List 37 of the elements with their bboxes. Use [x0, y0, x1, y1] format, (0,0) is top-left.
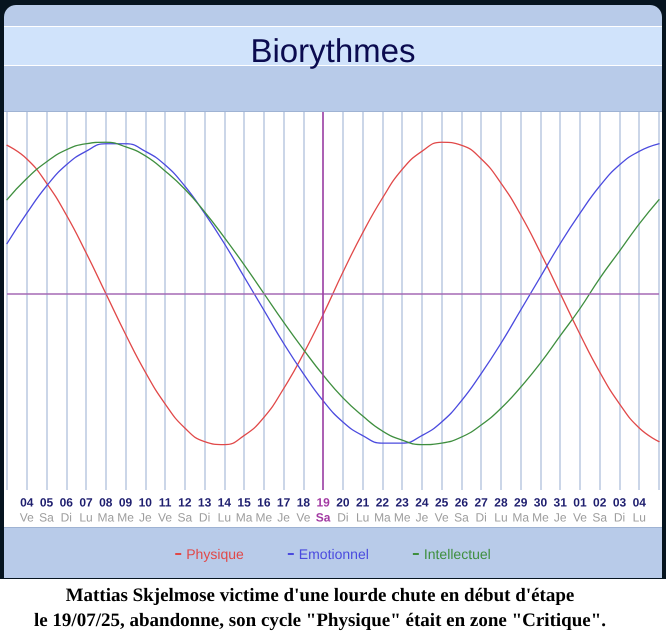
x-tick-label: 08 Ma: [97, 496, 114, 524]
x-tick-label: 06 Di: [60, 496, 74, 524]
x-tick-label: 04 Lu: [632, 496, 646, 524]
x-tick-label: 07 Lu: [79, 496, 94, 524]
x-tick-label: 14 Lu: [218, 496, 232, 524]
x-tick-label: 10 Je: [138, 496, 152, 524]
legend-label: Intellectuel: [424, 546, 491, 562]
x-tick-label: 30 Me: [532, 496, 550, 524]
x-tick-label: 04 Ve: [20, 496, 34, 524]
x-tick-label: 27 Di: [474, 496, 488, 524]
x-tick-label: 24 Je: [415, 496, 429, 524]
x-tick-label: 17 Je: [276, 496, 291, 524]
x-tick-label: 11 Ve: [158, 496, 172, 524]
chart-title: Biorythmes: [250, 32, 416, 69]
text: Mattias Skjelmose victime d'une lourde chute en début d'étape le 19/07/25, abandonne, son cycle "Physique" était en zone "Critique".: [32, 584, 608, 633]
x-tick-label: 23 Me: [394, 496, 411, 524]
x-tick-label: 15 Ma: [236, 496, 253, 524]
x-tick-label: 21 Lu: [356, 496, 370, 524]
x-tick-label: 05 Sa: [39, 496, 54, 524]
x-tick-label: 18 Ve: [296, 496, 311, 524]
x-tick-label: 01 Ve: [572, 496, 588, 524]
x-tick-label: 19 Sa: [316, 496, 331, 524]
x-tick-label: 02 Sa: [592, 496, 608, 524]
x-tick-label: 25 Ve: [434, 496, 449, 524]
x-tick-label: 29 Ma: [512, 496, 530, 524]
x-tick-label: 03 Di: [612, 496, 626, 524]
legend-label: Emotionnel: [298, 546, 369, 562]
x-tick-label: 26 Sa: [454, 496, 470, 524]
legend-label: Physique: [186, 546, 244, 562]
x-tick-label: 09 Me: [117, 496, 134, 524]
x-tick-label: 12 Sa: [177, 496, 192, 524]
x-tick-label: 16 Me: [256, 496, 273, 524]
x-tick-label: 20 Di: [336, 496, 350, 524]
x-tick-label: 13 Di: [198, 496, 212, 524]
x-tick-label: 28 Lu: [494, 496, 508, 524]
x-tick-label: 22 Ma: [374, 496, 392, 524]
x-tick-label: 31 Je: [554, 496, 568, 524]
